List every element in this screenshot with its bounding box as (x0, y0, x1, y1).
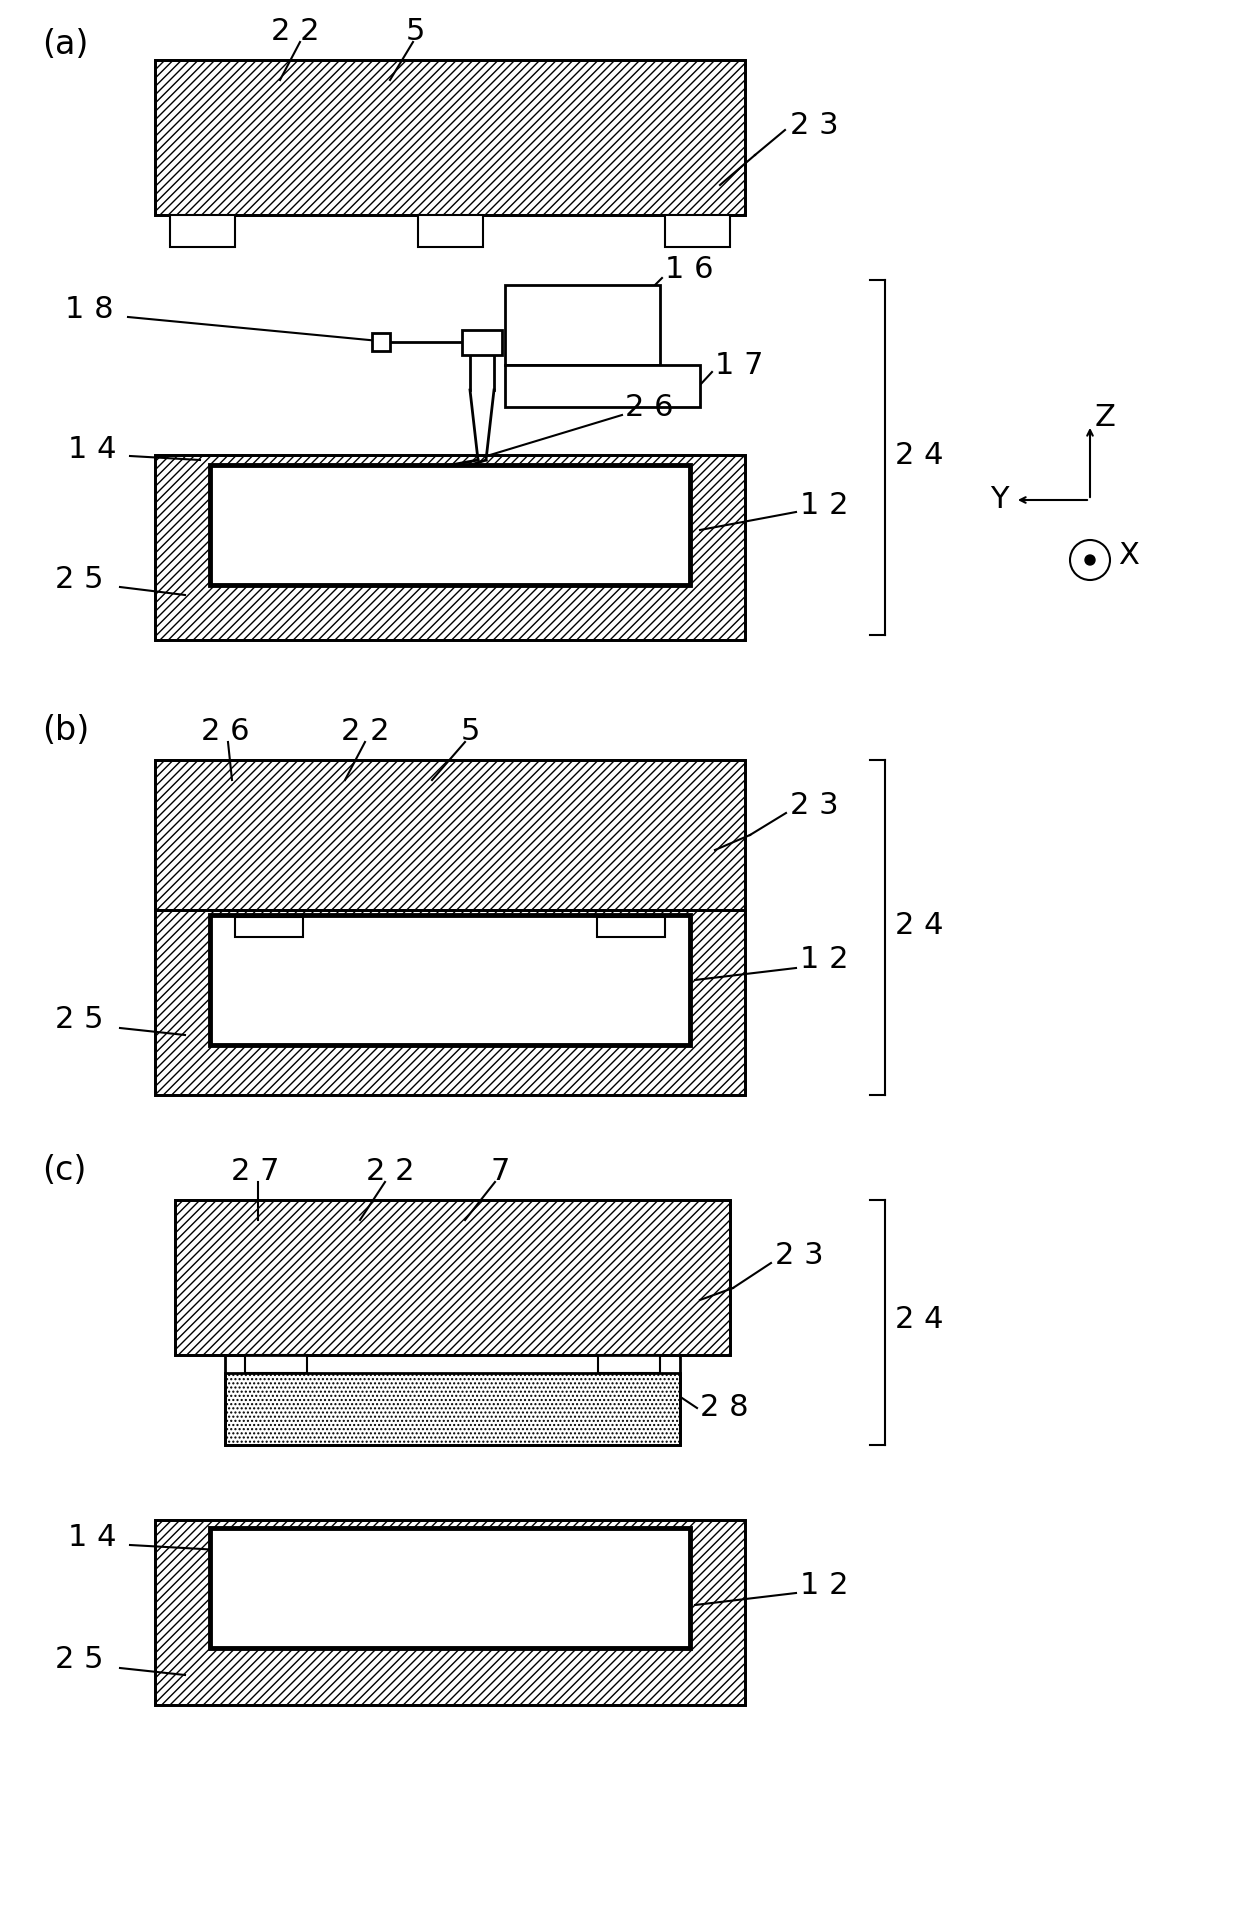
Text: (c): (c) (42, 1154, 87, 1187)
Bar (224, 1355, 680, 1446)
Bar (210, 1529, 689, 1648)
Text: 7: 7 (490, 1158, 510, 1187)
Text: 2 5: 2 5 (55, 1006, 103, 1034)
Text: 1 6: 1 6 (665, 255, 713, 284)
Bar (505, 365, 701, 407)
Bar (175, 1200, 730, 1355)
Bar (505, 286, 660, 365)
Bar (210, 465, 689, 585)
Text: 1 2: 1 2 (800, 946, 848, 975)
Text: 1 8: 1 8 (64, 295, 114, 324)
Bar (155, 455, 745, 641)
Bar (372, 334, 391, 351)
Text: 2 6: 2 6 (201, 718, 249, 747)
Text: 2 3: 2 3 (790, 110, 838, 139)
Bar (596, 917, 665, 936)
Text: 1 4: 1 4 (68, 1523, 117, 1552)
Bar (463, 330, 502, 355)
Bar (170, 214, 236, 247)
Text: Z: Z (1095, 403, 1116, 432)
Text: 2 3: 2 3 (790, 791, 838, 820)
Text: 2 7: 2 7 (231, 1158, 279, 1187)
Bar (155, 760, 745, 911)
Text: 2 2: 2 2 (366, 1158, 414, 1187)
Bar (598, 1355, 660, 1372)
Text: 2 5: 2 5 (55, 565, 103, 594)
Bar (418, 214, 484, 247)
Bar (665, 214, 730, 247)
Circle shape (1085, 556, 1095, 565)
Bar (175, 1200, 730, 1355)
Text: X: X (1118, 540, 1138, 569)
Bar (236, 917, 303, 936)
Bar (155, 1521, 745, 1704)
Bar (155, 911, 745, 1094)
Text: 2 3: 2 3 (775, 1241, 823, 1270)
Text: 1 2: 1 2 (800, 490, 848, 519)
Text: 5: 5 (405, 17, 424, 46)
Text: 2 2: 2 2 (270, 17, 319, 46)
Bar (155, 455, 745, 641)
Text: (a): (a) (42, 29, 88, 62)
Bar (246, 1355, 308, 1372)
Bar (155, 60, 745, 214)
Text: (b): (b) (42, 714, 89, 747)
Text: 2 5: 2 5 (55, 1646, 103, 1675)
Text: 2 2: 2 2 (341, 718, 389, 747)
Bar (224, 1372, 680, 1446)
Text: 2 4: 2 4 (895, 911, 944, 940)
Bar (155, 1521, 745, 1704)
Text: 2 8: 2 8 (701, 1393, 749, 1422)
Bar (155, 60, 745, 214)
Text: 2 4: 2 4 (895, 440, 944, 469)
Text: 1 2: 1 2 (800, 1571, 848, 1600)
Text: 2 6: 2 6 (625, 394, 673, 423)
Text: 1 4: 1 4 (68, 436, 117, 465)
Bar (155, 760, 745, 911)
Bar (155, 911, 745, 1094)
Text: 5: 5 (460, 718, 480, 747)
Bar (210, 915, 689, 1044)
Text: Y: Y (990, 486, 1008, 515)
Text: 1 7: 1 7 (715, 351, 764, 380)
Text: 2 4: 2 4 (895, 1305, 944, 1334)
